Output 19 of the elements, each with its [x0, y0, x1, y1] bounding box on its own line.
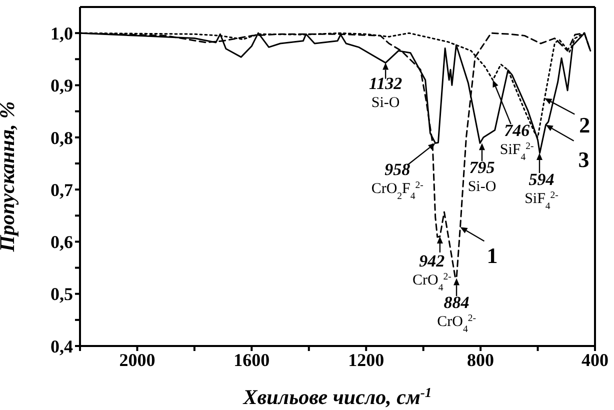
y-tick-label: 0,9: [50, 76, 73, 96]
y-tick-label: 0,7: [50, 180, 73, 200]
y-tick-label: 1,0: [50, 23, 73, 44]
annotation: 1132 Si-O: [369, 74, 403, 111]
y-tick-label: 0,8: [50, 128, 73, 148]
x-tick-label: 1200: [348, 350, 384, 370]
x-tick-label: 400: [582, 350, 608, 370]
y-tick-label: 0,5: [50, 284, 73, 304]
annotation: 2: [579, 112, 590, 138]
x-tick-label: 800: [467, 350, 494, 370]
annotation: 795 Si-O: [468, 158, 496, 196]
x-tick-label: 2000: [119, 350, 156, 370]
x-axis-title: Хвильове число, см$^{-1}$: [242, 384, 432, 409]
annotation: 1: [486, 243, 498, 268]
y-tick-label: 0,4: [50, 336, 73, 356]
y-axis-title: Пропускання, %: [0, 101, 19, 253]
y-tick-label: 0,6: [50, 232, 73, 252]
annotation: 3: [578, 146, 590, 172]
x-tick-label: 1600: [234, 350, 270, 370]
